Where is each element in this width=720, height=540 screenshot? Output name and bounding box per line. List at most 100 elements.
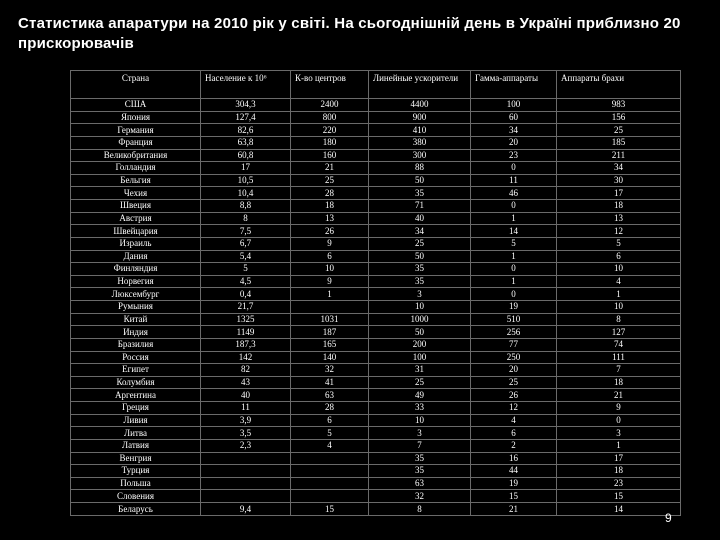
linear-accelerators-cell: 380 bbox=[368, 135, 471, 150]
table-row: Австрия 8 13 40 1 13 bbox=[70, 211, 681, 226]
country-cell: Бразилия bbox=[70, 337, 201, 352]
country-cell: Колумбия bbox=[70, 375, 201, 390]
table-row: Великобритания 60,8 160 300 23 211 bbox=[70, 148, 681, 163]
table-row: Словения 32 15 15 bbox=[70, 489, 681, 503]
linear-accelerators-cell: 50 bbox=[368, 249, 471, 264]
brachy-devices-cell: 9 bbox=[556, 401, 681, 415]
header-linear-accelerators: Линейные ускорители bbox=[368, 70, 471, 99]
country-cell: Германия bbox=[70, 123, 201, 137]
linear-accelerators-cell: 410 bbox=[368, 123, 471, 137]
gamma-devices-cell: 14 bbox=[470, 224, 557, 238]
centers-cell: 180 bbox=[290, 135, 369, 150]
brachy-devices-cell: 1 bbox=[556, 287, 681, 301]
brachy-devices-cell: 17 bbox=[556, 186, 681, 200]
population-cell: 3,9 bbox=[200, 413, 291, 428]
country-cell: Люксембург bbox=[70, 287, 201, 301]
population-cell: 7,5 bbox=[200, 224, 291, 238]
header-brachy-devices: Аппараты брахи bbox=[556, 70, 681, 99]
linear-accelerators-cell: 900 bbox=[368, 110, 471, 125]
linear-accelerators-cell: 50 bbox=[368, 325, 471, 339]
centers-cell: 1 bbox=[290, 287, 369, 301]
brachy-devices-cell: 10 bbox=[556, 300, 681, 314]
country-cell: Норвегия bbox=[70, 274, 201, 289]
country-cell: Япония bbox=[70, 110, 201, 125]
population-cell: 82 bbox=[200, 363, 291, 377]
linear-accelerators-cell: 35 bbox=[368, 451, 471, 466]
gamma-devices-cell: 46 bbox=[470, 186, 557, 200]
population-cell: 1325 bbox=[200, 312, 291, 327]
brachy-devices-cell: 15 bbox=[556, 489, 681, 503]
table-row: Швейцария 7,5 26 34 14 12 bbox=[70, 224, 681, 238]
linear-accelerators-cell: 35 bbox=[368, 262, 471, 276]
centers-cell: 4 bbox=[290, 438, 369, 453]
table-header-row: Страна Население к 10⁶ К-во центров Лине… bbox=[70, 70, 681, 99]
country-cell: Великобритания bbox=[70, 148, 201, 163]
gamma-devices-cell: 21 bbox=[470, 502, 557, 516]
centers-cell: 9 bbox=[290, 236, 369, 251]
gamma-devices-cell: 0 bbox=[470, 199, 557, 213]
table-row: Бельгия 10,5 25 50 11 30 bbox=[70, 173, 681, 188]
gamma-devices-cell: 12 bbox=[470, 401, 557, 415]
linear-accelerators-cell: 34 bbox=[368, 224, 471, 238]
gamma-devices-cell: 20 bbox=[470, 135, 557, 150]
population-cell: 127,4 bbox=[200, 110, 291, 125]
linear-accelerators-cell: 10 bbox=[368, 300, 471, 314]
population-cell: 40 bbox=[200, 388, 291, 402]
linear-accelerators-cell: 88 bbox=[368, 161, 471, 175]
population-cell: 3,5 bbox=[200, 426, 291, 440]
header-gamma-devices: Гамма-аппараты bbox=[470, 70, 557, 99]
table-row: Дания 5,4 6 50 1 6 bbox=[70, 249, 681, 264]
population-cell: 63,8 bbox=[200, 135, 291, 150]
centers-cell: 800 bbox=[290, 110, 369, 125]
table-row: Румыния 21,7 10 19 10 bbox=[70, 300, 681, 314]
brachy-devices-cell: 12 bbox=[556, 224, 681, 238]
population-cell: 9,4 bbox=[200, 502, 291, 516]
gamma-devices-cell: 19 bbox=[470, 300, 557, 314]
centers-cell: 6 bbox=[290, 413, 369, 428]
country-cell: Бельгия bbox=[70, 173, 201, 188]
brachy-devices-cell: 18 bbox=[556, 375, 681, 390]
centers-cell: 140 bbox=[290, 350, 369, 365]
table-row: Ливия 3,9 6 10 4 0 bbox=[70, 413, 681, 428]
centers-cell: 18 bbox=[290, 199, 369, 213]
gamma-devices-cell: 5 bbox=[470, 236, 557, 251]
centers-cell: 25 bbox=[290, 173, 369, 188]
gamma-devices-cell: 23 bbox=[470, 148, 557, 163]
brachy-devices-cell: 983 bbox=[556, 98, 681, 112]
country-cell: Россия bbox=[70, 350, 201, 365]
linear-accelerators-cell: 35 bbox=[368, 186, 471, 200]
population-cell bbox=[200, 451, 291, 466]
centers-cell: 5 bbox=[290, 426, 369, 440]
country-cell: Индия bbox=[70, 325, 201, 339]
brachy-devices-cell: 0 bbox=[556, 413, 681, 428]
linear-accelerators-cell: 4400 bbox=[368, 98, 471, 112]
population-cell bbox=[200, 464, 291, 478]
table-row: Венгрия 35 16 17 bbox=[70, 451, 681, 466]
population-cell: 60,8 bbox=[200, 148, 291, 163]
brachy-devices-cell: 17 bbox=[556, 451, 681, 466]
linear-accelerators-cell: 63 bbox=[368, 476, 471, 491]
linear-accelerators-cell: 8 bbox=[368, 502, 471, 516]
header-centers: К-во центров bbox=[290, 70, 369, 99]
population-cell: 10,5 bbox=[200, 173, 291, 188]
population-cell: 5,4 bbox=[200, 249, 291, 264]
brachy-devices-cell: 34 bbox=[556, 161, 681, 175]
table-row: Швеция 8,8 18 71 0 18 bbox=[70, 199, 681, 213]
linear-accelerators-cell: 100 bbox=[368, 350, 471, 365]
population-cell: 10,4 bbox=[200, 186, 291, 200]
linear-accelerators-cell: 300 bbox=[368, 148, 471, 163]
table-row: Япония 127,4 800 900 60 156 bbox=[70, 110, 681, 125]
centers-cell: 13 bbox=[290, 211, 369, 226]
gamma-devices-cell: 2 bbox=[470, 438, 557, 453]
centers-cell: 1031 bbox=[290, 312, 369, 327]
centers-cell: 165 bbox=[290, 337, 369, 352]
linear-accelerators-cell: 31 bbox=[368, 363, 471, 377]
population-cell: 304,3 bbox=[200, 98, 291, 112]
country-cell: Литва bbox=[70, 426, 201, 440]
table-row: Франция 63,8 180 380 20 185 bbox=[70, 135, 681, 150]
centers-cell: 41 bbox=[290, 375, 369, 390]
brachy-devices-cell: 18 bbox=[556, 199, 681, 213]
country-cell: Египет bbox=[70, 363, 201, 377]
country-cell: Китай bbox=[70, 312, 201, 327]
centers-cell: 6 bbox=[290, 249, 369, 264]
